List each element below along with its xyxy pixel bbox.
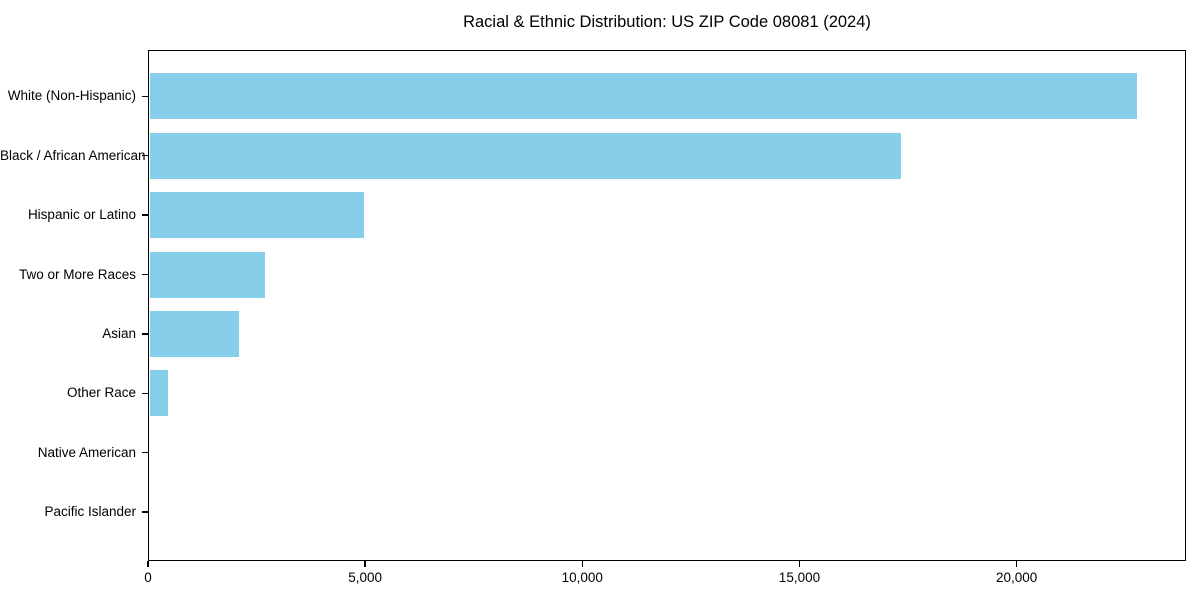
y-axis-label: Native American (37, 444, 136, 460)
bar (149, 192, 364, 239)
plot-area (148, 50, 1186, 561)
y-tick-mark (142, 451, 148, 454)
bar (149, 310, 240, 357)
y-axis-label: Black / African American (0, 147, 146, 163)
y-tick-mark (142, 511, 148, 513)
bar (149, 370, 168, 417)
y-tick-mark (142, 214, 148, 216)
y-tick-mark (142, 333, 148, 335)
x-tick-mark (364, 561, 366, 567)
y-tick-mark (142, 95, 148, 98)
y-axis-label: Two or More Races (18, 266, 136, 282)
x-tick-label: 15,000 (778, 570, 821, 585)
chart-title: Racial & Ethnic Distribution: US ZIP Cod… (463, 13, 871, 31)
y-axis-label: White (Non-Hispanic) (7, 88, 136, 104)
y-axis-label: Hispanic or Latino (27, 207, 136, 223)
x-tick-label: 10,000 (561, 570, 603, 585)
y-axis-label: Asian (102, 325, 136, 341)
y-axis-label: Other Race (66, 385, 136, 401)
x-tick-label: 0 (144, 570, 152, 585)
y-tick-mark (142, 273, 148, 276)
x-tick-label: 5,000 (348, 570, 383, 585)
x-tick-label: 20,000 (995, 570, 1038, 585)
bar (149, 73, 1137, 120)
y-tick-mark (142, 392, 148, 395)
y-tick-mark (142, 154, 148, 157)
bar (149, 251, 265, 298)
y-axis-label: Pacific Islander (44, 504, 136, 520)
x-tick-mark (798, 561, 801, 567)
x-tick-mark (147, 561, 149, 567)
bar (149, 132, 901, 179)
x-tick-mark (581, 561, 584, 567)
x-tick-mark (1015, 561, 1018, 567)
